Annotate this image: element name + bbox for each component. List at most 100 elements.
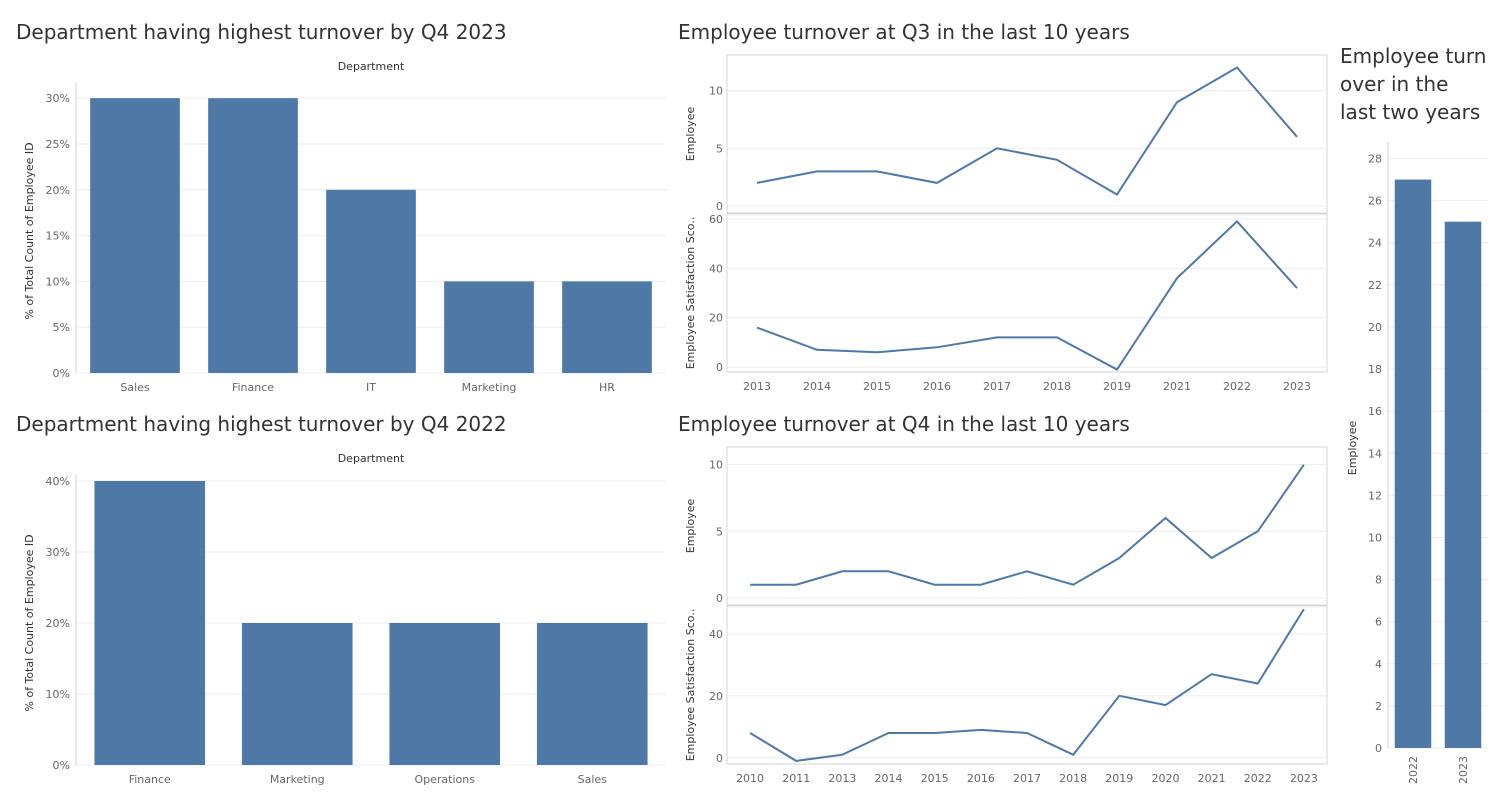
y-tick-label: 0 [716, 592, 723, 605]
y-tick-label: 30% [46, 546, 70, 559]
x-tick-label: 2020 [1151, 772, 1179, 785]
x-tick-label: Finance [232, 381, 274, 394]
y-tick-label: 10 [709, 459, 723, 472]
y-axis-label: Employee [684, 499, 697, 554]
pane-frame [726, 605, 1328, 765]
x-tick-label: 2016 [967, 772, 995, 785]
y-tick-label: 26 [1368, 195, 1382, 208]
y-tick-label: 24 [1368, 237, 1382, 250]
y-tick-label: 10% [46, 275, 70, 288]
bar [241, 623, 353, 765]
x-tick-label: 2017 [983, 380, 1011, 393]
x-tick-label: Marketing [270, 773, 325, 786]
y-tick-label: 22 [1368, 279, 1382, 292]
y-tick-label: 0 [716, 361, 723, 374]
q4-title: Employee turnover at Q4 in the last 10 y… [678, 412, 1130, 436]
bar [1444, 221, 1482, 748]
q3-title: Employee turnover at Q3 in the last 10 y… [678, 20, 1130, 44]
x-tick-label: 2022 [1407, 756, 1420, 784]
x-tick-label: 2014 [803, 380, 831, 393]
y-tick-label: 15% [46, 230, 70, 243]
y-tick-label: 8 [1375, 574, 1382, 587]
bar [562, 281, 652, 373]
y-tick-label: 40 [709, 628, 723, 641]
x-axis-header: Department [338, 452, 405, 465]
dept-2022-title: Department having highest turnover by Q4… [16, 412, 507, 436]
x-tick-label: 2021 [1163, 380, 1191, 393]
bar [1394, 179, 1432, 748]
y-tick-label: 18 [1368, 363, 1382, 376]
y-tick-label: 0 [716, 200, 723, 213]
y-tick-label: 2 [1375, 700, 1382, 713]
y-tick-label: 5 [716, 142, 723, 155]
pane-frame [726, 213, 1328, 373]
bar [444, 281, 534, 373]
y-tick-label: 10 [709, 85, 723, 98]
y-tick-label: 20% [46, 184, 70, 197]
x-tick-label: 2011 [782, 772, 810, 785]
x-axis-header: Department [338, 60, 405, 73]
x-tick-label: 2019 [1103, 380, 1131, 393]
x-tick-label: 2022 [1223, 380, 1251, 393]
x-tick-label: 2010 [736, 772, 764, 785]
x-tick-label: 2018 [1059, 772, 1087, 785]
bar [536, 623, 648, 765]
y-tick-label: 60 [709, 213, 723, 226]
y-axis-label: % of Total Count of Employee ID [23, 534, 36, 711]
series-line [756, 219, 1298, 371]
bar [94, 481, 206, 765]
x-tick-label: 2019 [1105, 772, 1133, 785]
x-tick-label: 2022 [1244, 772, 1272, 785]
y-tick-label: 10 [1368, 531, 1382, 544]
y-tick-label: 30% [46, 92, 70, 105]
y-axis-label: % of Total Count of Employee ID [23, 142, 36, 319]
series-line [749, 608, 1305, 762]
x-tick-label: 2018 [1043, 380, 1071, 393]
pane-frame [726, 54, 1328, 214]
x-tick-label: 2015 [921, 772, 949, 785]
y-tick-label: 20 [1368, 321, 1382, 334]
y-tick-label: 0% [53, 367, 70, 380]
y-tick-label: 10% [46, 688, 70, 701]
series-line [756, 66, 1298, 196]
bar [326, 189, 416, 373]
y-tick-label: 5 [716, 525, 723, 538]
two-years-title: Employee turn over in the last two years [1340, 44, 1487, 124]
y-tick-label: 0% [53, 759, 70, 772]
y-tick-label: 20 [709, 690, 723, 703]
y-tick-label: 20 [709, 312, 723, 325]
y-tick-label: 12 [1368, 489, 1382, 502]
x-tick-label: IT [366, 381, 376, 394]
bar [208, 98, 298, 374]
x-tick-label: Operations [415, 773, 476, 786]
y-tick-label: 16 [1368, 405, 1382, 418]
x-tick-label: 2014 [875, 772, 903, 785]
y-axis-label: Employee [684, 107, 697, 162]
x-tick-label: 2023 [1457, 756, 1470, 784]
pane-frame [726, 446, 1328, 606]
y-tick-label: 0 [716, 752, 723, 765]
x-tick-label: 2015 [863, 380, 891, 393]
x-tick-label: Marketing [462, 381, 517, 394]
x-tick-label: HR [599, 381, 615, 394]
y-tick-label: 6 [1375, 616, 1382, 629]
y-tick-label: 5% [53, 321, 70, 334]
bar [90, 98, 180, 374]
y-tick-label: 40 [709, 262, 723, 275]
x-tick-label: 2013 [743, 380, 771, 393]
dept-2023-title: Department having highest turnover by Q4… [16, 20, 507, 44]
y-tick-label: 0 [1375, 742, 1382, 755]
x-tick-label: 2023 [1290, 772, 1318, 785]
y-tick-label: 28 [1368, 153, 1382, 166]
y-tick-label: 20% [46, 617, 70, 630]
y-axis-label: Employee [1346, 421, 1359, 476]
y-axis-label: Employee Satisfaction Sco.. [684, 217, 697, 370]
y-tick-label: 4 [1375, 658, 1382, 671]
x-tick-label: Finance [129, 773, 171, 786]
y-tick-label: 25% [46, 138, 70, 151]
y-tick-label: 14 [1368, 447, 1382, 460]
x-tick-label: 2013 [828, 772, 856, 785]
x-tick-label: Sales [120, 381, 150, 394]
x-tick-label: 2023 [1283, 380, 1311, 393]
